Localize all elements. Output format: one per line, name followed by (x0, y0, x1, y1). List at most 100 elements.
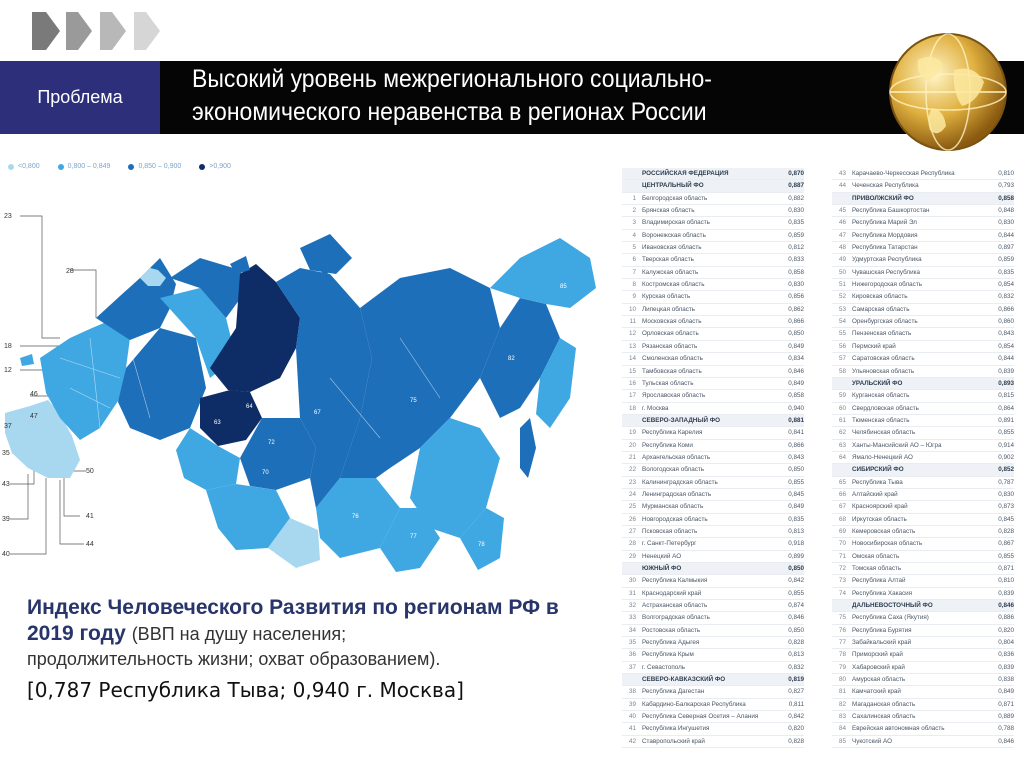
table-row: 12 Орловская область 0,850 (622, 328, 804, 341)
row-number: 23 (628, 478, 636, 486)
caption-title: Индекс Человеческого Развития по региона… (27, 595, 587, 647)
region-name: Костромская область (642, 281, 705, 289)
hdi-value: 0,855 (998, 552, 1014, 560)
table-row: 68 Иркутская область 0,845 (832, 514, 1014, 526)
hdi-value: 0,833 (788, 256, 804, 264)
region-name: Самарская область (852, 305, 910, 313)
legend-item: <0,800 (8, 163, 40, 170)
table-row: 65 Республика Тыва 0,787 (832, 477, 1014, 489)
hdi-value: 0,858 (788, 392, 804, 400)
hdi-value: 0,810 (998, 170, 1014, 177)
table-row: 64 Ямало-Ненецкий АО 0,902 (832, 452, 1014, 465)
header-band (0, 61, 1024, 134)
hdi-value: 0,891 (998, 416, 1014, 424)
table-row: 83 Сахалинская область 0,889 (832, 711, 1014, 724)
map-region-tomsk (240, 418, 316, 490)
region-name: Республика Ингушетия (642, 725, 710, 733)
hdi-value: 0,858 (998, 194, 1014, 202)
map-island (230, 256, 250, 274)
row-number: 42 (628, 737, 636, 745)
row-number: 73 (838, 577, 846, 585)
region-name: ЮЖНЫЙ ФО (642, 565, 682, 572)
table-row: 62 Челябинская область 0,855 (832, 427, 1014, 440)
hdi-table-left: РОССИЙСКАЯ ФЕДЕРАЦИЯ 0,870 ЦЕНТРАЛЬНЫЙ ФО 0… (622, 168, 804, 749)
row-number: 55 (838, 330, 846, 338)
hdi-value: 0,897 (998, 244, 1014, 252)
row-number: 24 (628, 490, 636, 498)
table-row: 79 Хабаровский край 0,839 (832, 662, 1014, 675)
table-row: 5 Ивановская область 0,812 (622, 242, 804, 255)
map-number: 40 (2, 551, 10, 558)
map-region-krasnoyarsk (276, 268, 372, 508)
row-number: 75 (838, 614, 846, 622)
region-name: ДАЛЬНЕВОСТОЧНЫЙ ФО (852, 602, 933, 610)
hdi-value: 0,867 (998, 540, 1014, 548)
region-name: Республика Алтай (852, 577, 906, 585)
hdi-value: 0,864 (998, 404, 1014, 412)
hdi-value: 0,828 (788, 639, 804, 647)
region-name: Астраханская область (642, 602, 708, 610)
region-name: Омская область (852, 552, 900, 560)
row-number: 16 (628, 379, 636, 387)
map-region-ural (176, 428, 240, 490)
row-number: 27 (628, 527, 636, 535)
row-number: 46 (838, 219, 846, 227)
row-number: 74 (838, 589, 846, 597)
table-row: 78 Приморский край 0,836 (832, 649, 1014, 662)
map-region-altai (268, 518, 320, 568)
map-number: 69 (296, 496, 303, 502)
hdi-value: 0,852 (998, 466, 1014, 474)
region-name: Карачаево-Черкесская Республика (852, 170, 955, 177)
region-name: Калининградская область (642, 478, 718, 486)
caption-bold: Индекс Человеческого Развития по региона… (27, 596, 559, 645)
table-row: 14 Смоленская область 0,834 (622, 353, 804, 366)
map-borders (59, 337, 441, 439)
table-row: 30 Республика Калмыкия 0,842 (622, 575, 804, 588)
region-name: Мурманская область (642, 503, 704, 511)
table-row: 46 Республика Марий Эл 0,830 (832, 217, 1014, 230)
region-name: Республика Карелия (642, 429, 703, 437)
hdi-value: 0,832 (788, 663, 804, 671)
region-name: СИБИРСКИЙ ФО (852, 466, 904, 474)
table-row: 52 Кировская область 0,832 (832, 291, 1014, 304)
region-name: СЕВЕРО-КАВКАЗСКИЙ ФО (642, 676, 726, 684)
table-row: 61 Тюменская область 0,891 (832, 415, 1014, 428)
table-district-row: ЦЕНТРАЛЬНЫЙ ФО 0,887 (622, 180, 804, 193)
hdi-value: 0,843 (788, 453, 804, 461)
hdi-value: 0,887 (788, 182, 804, 190)
table-row: 47 Республика Мордовия 0,844 (832, 230, 1014, 243)
row-number: 40 (628, 713, 636, 721)
region-name: Ярославская область (642, 392, 706, 400)
map-caption: Индекс Человеческого Развития по региона… (27, 595, 587, 705)
table-row: 40 Республика Северная Осетия – Алания 0,8… (622, 711, 804, 724)
region-name: Орловская область (642, 330, 699, 338)
table-district-row: ЮЖНЫЙ ФО 0,850 (622, 563, 804, 576)
hdi-value: 0,820 (788, 725, 804, 733)
table-row: 4 Воронежская область 0,859 (622, 230, 804, 243)
table-row: 8 Костромская область 0,830 (622, 279, 804, 292)
hdi-value: 0,850 (788, 626, 804, 634)
table-district-row: ПРИВОЛЖСКИЙ ФО 0,858 (832, 192, 1014, 206)
row-number: 43 (838, 170, 846, 177)
region-name: Челябинская область (852, 429, 916, 437)
chevron-right-icon (100, 12, 126, 50)
region-name: Республика Хакасия (852, 589, 913, 597)
hdi-value: 0,882 (788, 194, 804, 202)
map-region-yakutia (340, 268, 500, 478)
region-name: г. Санкт-Петербург (642, 540, 697, 548)
region-name: Курская область (642, 293, 691, 301)
map-region-yamal (210, 264, 300, 392)
hdi-value: 0,830 (998, 219, 1014, 227)
table-row: 7 Калужская область 0,858 (622, 267, 804, 280)
row-number: 41 (628, 725, 636, 733)
region-name: Псковская область (642, 527, 698, 535)
hdi-value: 0,815 (998, 392, 1014, 400)
region-name: Калужская область (642, 268, 699, 276)
row-number: 47 (838, 231, 846, 239)
map-region-karelia (140, 268, 166, 286)
hdi-value: 0,844 (998, 231, 1014, 239)
hdi-value: 0,830 (788, 281, 804, 289)
table-row: 71 Омская область 0,855 (832, 551, 1014, 563)
table-row: 70 Новосибирская область 0,867 (832, 538, 1014, 551)
map-number: 63 (214, 420, 221, 426)
